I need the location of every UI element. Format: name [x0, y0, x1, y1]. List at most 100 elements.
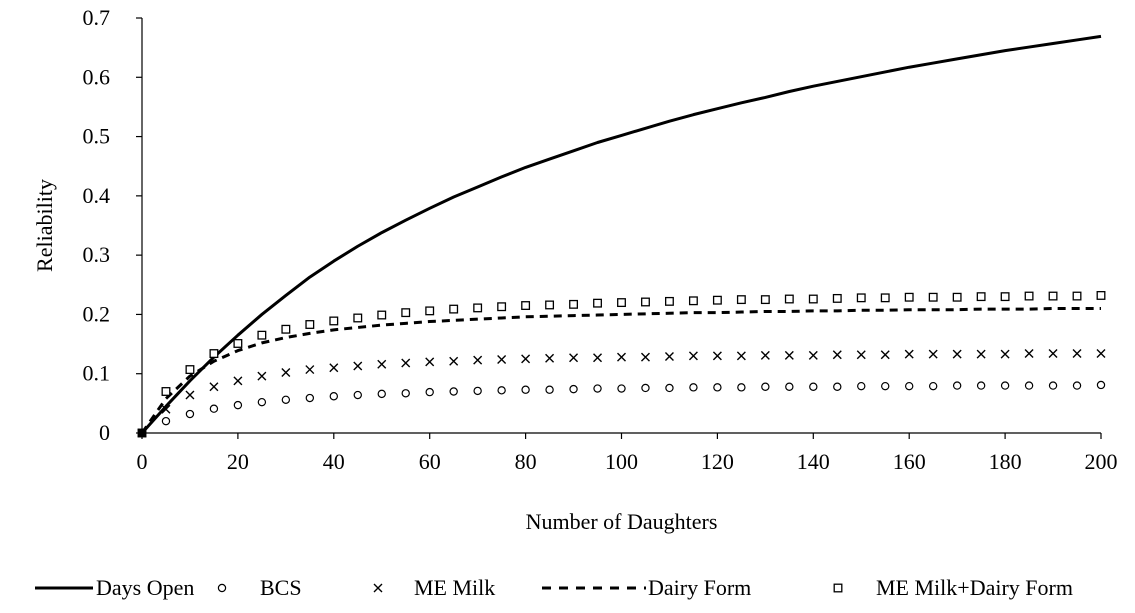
me-milk-dairy-form-point [880, 293, 890, 303]
legend-swatch [217, 583, 227, 593]
y-tick-label: 0 [99, 420, 110, 445]
me-milk-dairy-form-point [641, 297, 650, 307]
me-milk-dairy-form-point [808, 294, 818, 304]
bcs-point [377, 389, 386, 399]
series-days-open [140, 34, 1102, 435]
series-me-milk-dairy-form [137, 291, 1106, 438]
me-milk-dairy-form-point [593, 298, 602, 308]
me-milk-point [976, 349, 986, 359]
me-milk-point [1024, 349, 1034, 359]
me-milk-point [473, 355, 483, 365]
me-milk-point [401, 358, 411, 368]
me-milk-point [952, 349, 962, 359]
me-milk-point [928, 349, 938, 359]
bcs-point [785, 382, 794, 391]
x-tick-label: 20 [227, 449, 249, 474]
legend-item-days-open: Days Open [35, 575, 194, 600]
legend-item-me-milk: ME Milk [373, 575, 495, 600]
y-tick-label: 0.6 [83, 64, 111, 89]
bcs-point [593, 384, 602, 393]
me-milk-dairy-form-point [209, 349, 219, 359]
me-milk-dairy-form-point [1072, 291, 1082, 301]
me-milk-dairy-form-point [904, 292, 914, 302]
me-milk-dairy-form-point [712, 295, 722, 305]
bcs-point [641, 383, 650, 393]
me-milk-point [1096, 349, 1106, 359]
me-milk-point [305, 365, 315, 375]
y-axis-title: Reliability [32, 179, 57, 272]
me-milk-point [497, 354, 507, 364]
bcs-point [1024, 381, 1034, 390]
me-milk-point [449, 356, 459, 366]
me-milk-dairy-form-point [784, 294, 794, 304]
me-milk-dairy-form-point [257, 330, 267, 340]
bcs-point [233, 400, 243, 410]
legend-swatch [373, 583, 383, 593]
me-milk-point [569, 353, 579, 363]
bcs-point [257, 397, 267, 407]
legend-item-bcs: BCS [217, 575, 302, 600]
bcs-point [281, 395, 291, 404]
me-milk-dairy-form-point [688, 296, 698, 306]
me-milk-point [760, 350, 770, 360]
bcs-point [425, 387, 434, 397]
me-milk-point [257, 371, 267, 381]
bcs-point [713, 383, 722, 392]
me-milk-dairy-form-point [976, 292, 986, 302]
me-milk-dairy-form-point [305, 320, 315, 329]
y-tick-label: 0.3 [83, 242, 111, 267]
x-tick-label: 40 [323, 449, 345, 474]
bcs-point [1048, 381, 1058, 390]
bcs-point [881, 381, 890, 391]
x-tick-label: 200 [1085, 449, 1118, 474]
me-milk-dairy-form-point [473, 303, 483, 313]
bcs-point [905, 381, 914, 391]
me-milk-point [185, 390, 195, 400]
me-milk-dairy-form-point [1096, 291, 1106, 300]
days-open-line [140, 34, 1102, 435]
bcs-point [952, 381, 962, 390]
me-milk-point [1072, 349, 1082, 359]
legend-label: ME Milk [414, 575, 495, 600]
me-milk-dairy-form-point [928, 292, 938, 302]
me-milk-point [617, 352, 626, 362]
me-milk-point [736, 351, 746, 361]
me-milk-dairy-form-point [545, 300, 555, 310]
me-milk-point [353, 361, 363, 371]
bcs-point [976, 381, 986, 390]
me-milk-point [377, 359, 387, 369]
me-milk-point [521, 354, 531, 364]
me-milk-point [664, 352, 674, 362]
series-layer [137, 34, 1106, 438]
legend-item-me-milk-dairy-form: ME Milk+Dairy Form [833, 575, 1073, 600]
me-milk-point [640, 352, 650, 362]
me-milk-dairy-form-point [233, 339, 243, 348]
bcs-point [1000, 381, 1010, 390]
bcs-point [473, 386, 482, 396]
me-milk-point [233, 376, 243, 386]
y-tick-label: 0.2 [83, 301, 111, 326]
me-milk-point [1048, 349, 1058, 359]
me-milk-point [1000, 349, 1010, 359]
bcs-point [329, 392, 338, 401]
y-tick-label: 0.5 [83, 124, 111, 149]
me-milk-dairy-form-point [521, 301, 531, 310]
me-milk-dairy-form-point [329, 316, 339, 326]
bcs-point [545, 385, 554, 394]
me-milk-dairy-form-point [425, 306, 435, 316]
bcs-point [161, 416, 171, 426]
me-milk-dairy-form-point [832, 293, 842, 303]
me-milk-point [329, 363, 339, 373]
legend-label: BCS [260, 575, 302, 600]
legend-label: ME Milk+Dairy Form [876, 575, 1073, 600]
me-milk-dairy-form-point [281, 324, 291, 334]
y-tick-label: 0.1 [83, 361, 111, 386]
me-milk-dairy-form-point [1000, 292, 1010, 302]
me-milk-point [712, 351, 722, 361]
me-milk-dairy-form-point [736, 295, 746, 305]
me-milk-dairy-form-point [856, 293, 866, 303]
x-tick-label: 60 [419, 449, 441, 474]
x-tick-label: 160 [893, 449, 926, 474]
bcs-point [928, 381, 938, 391]
